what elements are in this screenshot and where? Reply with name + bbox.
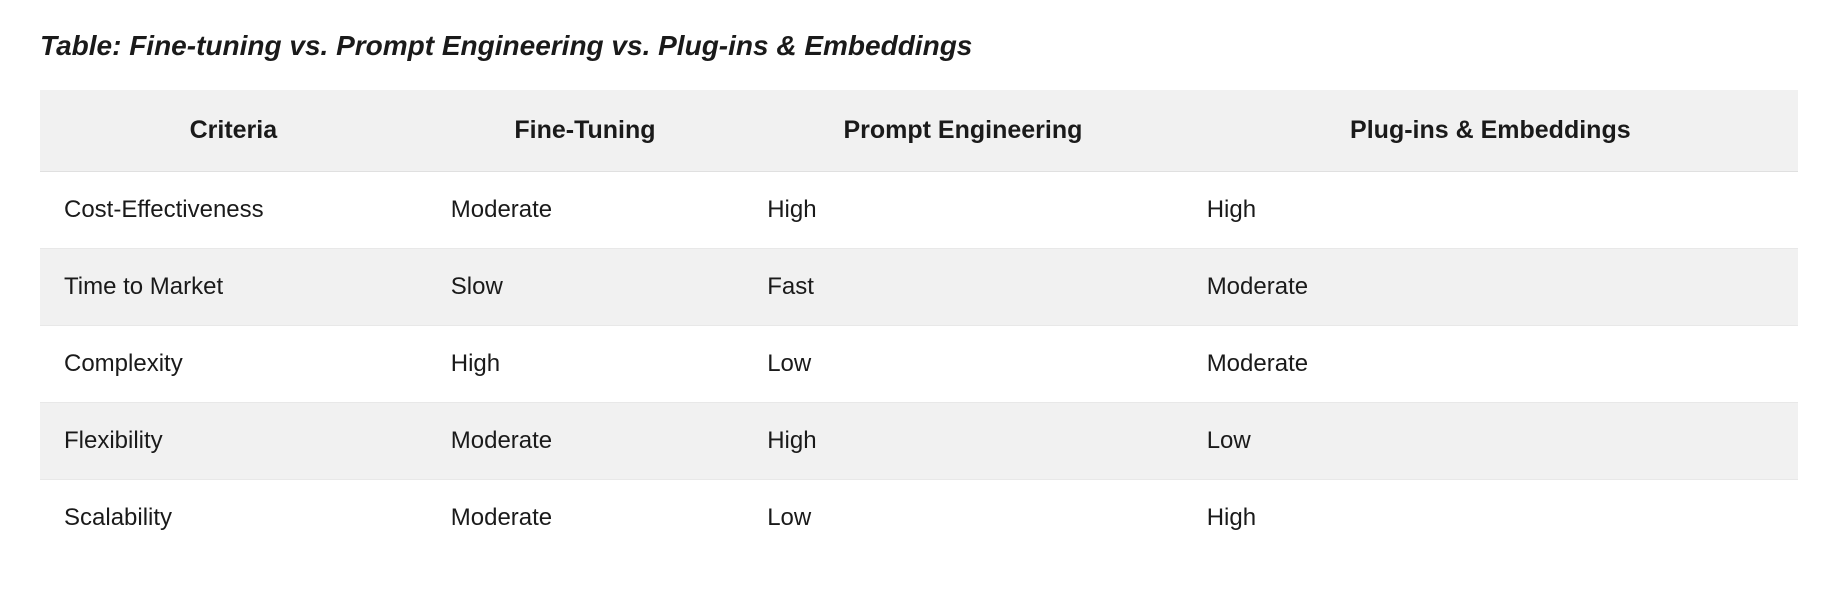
table-row: Complexity High Low Moderate (40, 326, 1798, 403)
cell-plugins-embeddings: Moderate (1183, 326, 1798, 403)
header-criteria: Criteria (40, 90, 427, 172)
cell-prompt-engineering: High (743, 172, 1183, 249)
cell-fine-tuning: High (427, 326, 743, 403)
table-row: Scalability Moderate Low High (40, 480, 1798, 557)
cell-fine-tuning: Moderate (427, 403, 743, 480)
cell-plugins-embeddings: Moderate (1183, 249, 1798, 326)
cell-fine-tuning: Slow (427, 249, 743, 326)
cell-criteria: Cost-Effectiveness (40, 172, 427, 249)
cell-plugins-embeddings: High (1183, 172, 1798, 249)
header-plugins-embeddings: Plug-ins & Embeddings (1183, 90, 1798, 172)
cell-criteria: Complexity (40, 326, 427, 403)
header-prompt-engineering: Prompt Engineering (743, 90, 1183, 172)
cell-prompt-engineering: Low (743, 326, 1183, 403)
cell-plugins-embeddings: Low (1183, 403, 1798, 480)
header-fine-tuning: Fine-Tuning (427, 90, 743, 172)
cell-prompt-engineering: Low (743, 480, 1183, 557)
cell-criteria: Time to Market (40, 249, 427, 326)
cell-criteria: Flexibility (40, 403, 427, 480)
cell-prompt-engineering: High (743, 403, 1183, 480)
table-row: Cost-Effectiveness Moderate High High (40, 172, 1798, 249)
cell-criteria: Scalability (40, 480, 427, 557)
table-row: Time to Market Slow Fast Moderate (40, 249, 1798, 326)
cell-fine-tuning: Moderate (427, 480, 743, 557)
table-header-row: Criteria Fine-Tuning Prompt Engineering … (40, 90, 1798, 172)
cell-plugins-embeddings: High (1183, 480, 1798, 557)
cell-prompt-engineering: Fast (743, 249, 1183, 326)
comparison-table: Criteria Fine-Tuning Prompt Engineering … (40, 90, 1798, 556)
table-title: Table: Fine-tuning vs. Prompt Engineerin… (40, 30, 1798, 62)
cell-fine-tuning: Moderate (427, 172, 743, 249)
table-row: Flexibility Moderate High Low (40, 403, 1798, 480)
